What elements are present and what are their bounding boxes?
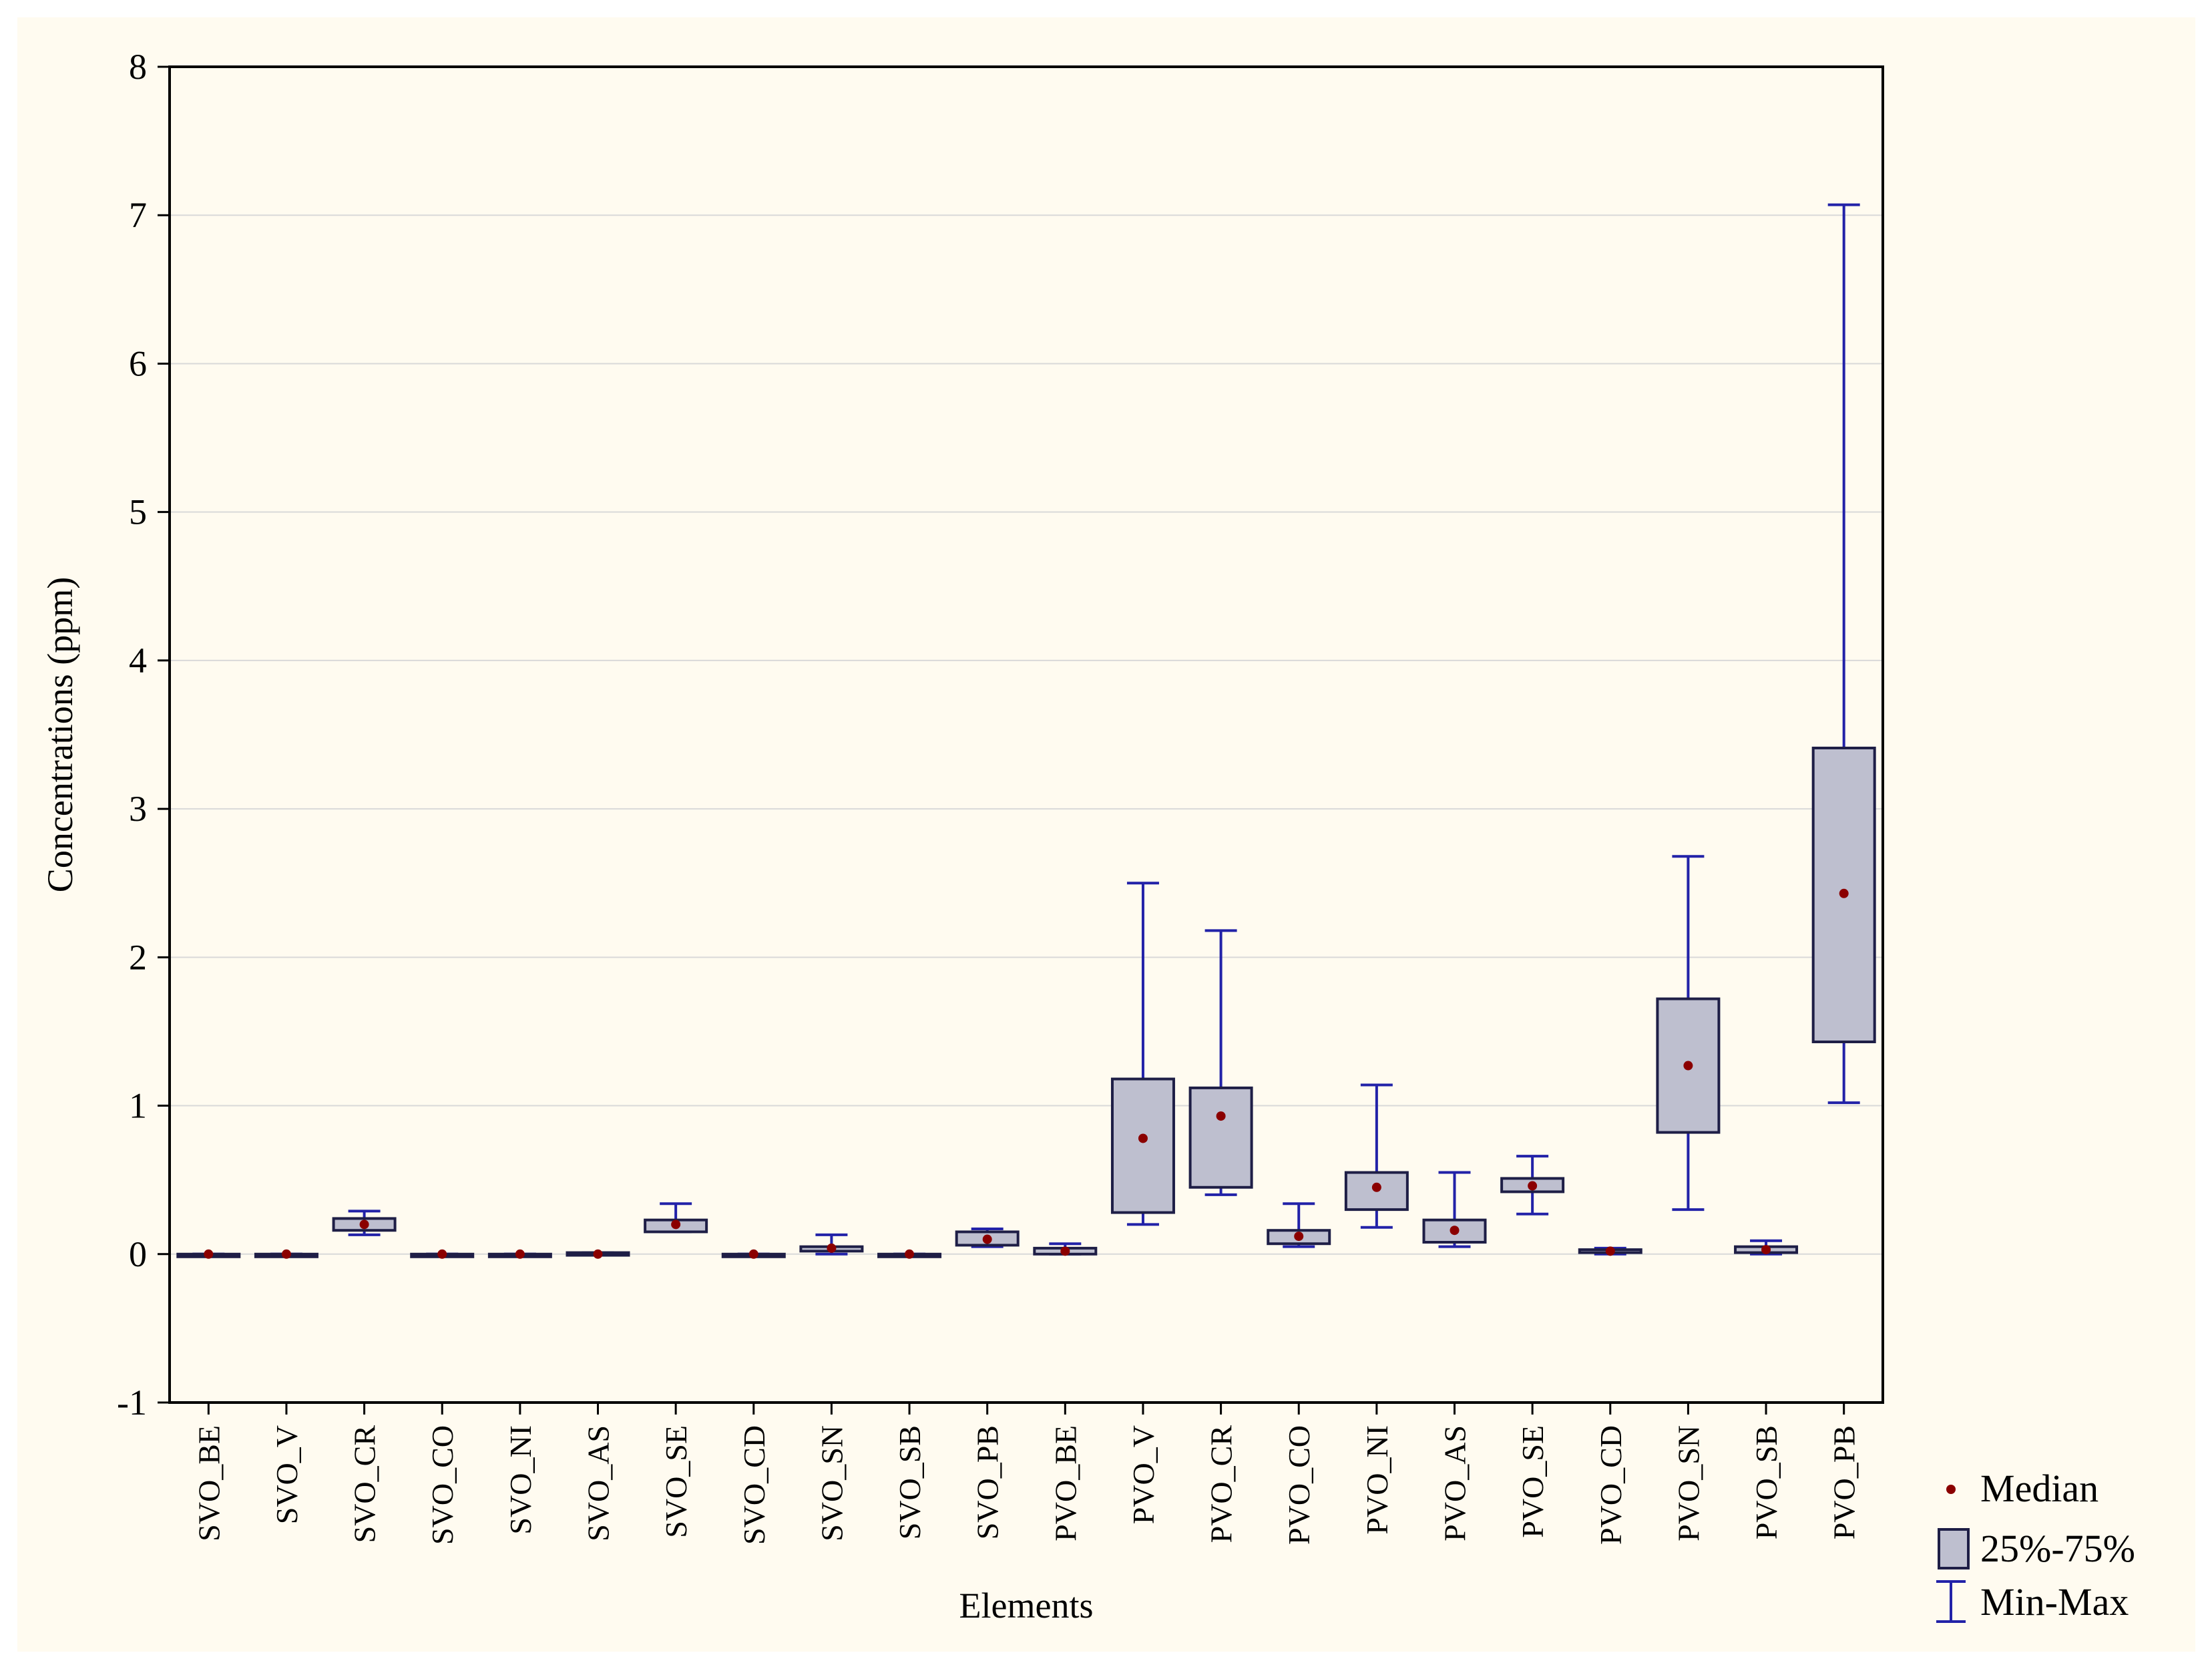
x-category-label: PVO_CO bbox=[1282, 1425, 1316, 1545]
x-category-label: PVO_CR bbox=[1204, 1425, 1239, 1543]
legend-median-marker bbox=[1946, 1485, 1956, 1494]
iqr-box bbox=[1188, 1086, 1253, 1189]
median-point bbox=[437, 1249, 447, 1259]
y-tick-label: 8 bbox=[129, 47, 147, 87]
boxes bbox=[176, 203, 1876, 1259]
box-pvo-co bbox=[1267, 1202, 1331, 1248]
y-tick-label: 2 bbox=[129, 937, 147, 977]
median-point bbox=[1528, 1181, 1538, 1191]
x-category-label: SVO_AS bbox=[582, 1425, 616, 1541]
y-tick-label: 7 bbox=[129, 195, 147, 235]
box-svo-co bbox=[410, 1249, 475, 1259]
median-point bbox=[905, 1249, 915, 1259]
median-point bbox=[204, 1249, 214, 1259]
median-point bbox=[1371, 1182, 1381, 1192]
box-svo-se bbox=[644, 1202, 708, 1234]
x-category-label: PVO_V bbox=[1126, 1425, 1160, 1524]
x-category-label: SVO_CR bbox=[348, 1425, 382, 1543]
y-tick-label: 1 bbox=[129, 1086, 147, 1126]
boxplot-chart: -1 0 1 2 3 4 5 6 7 8 SVO_BE SVO_V SVO_CR SVO_CO SVO_N… bbox=[40, 47, 2135, 1626]
y-tick-label: 6 bbox=[129, 343, 147, 383]
iqr-box bbox=[1110, 1077, 1175, 1214]
median-point bbox=[1839, 888, 1849, 898]
legend: Median 25%-75% Min-Max bbox=[1936, 1467, 2135, 1624]
median-point bbox=[671, 1220, 681, 1230]
median-point bbox=[748, 1249, 758, 1259]
median-point bbox=[593, 1249, 603, 1259]
box-svo-pb bbox=[955, 1228, 1020, 1248]
box-svo-v bbox=[254, 1249, 318, 1259]
box-pvo-se bbox=[1500, 1155, 1565, 1216]
chart-panel: -1 0 1 2 3 4 5 6 7 8 SVO_BE SVO_V SVO_CR SVO_CO SVO_N… bbox=[17, 17, 2195, 1652]
box-svo-cr bbox=[332, 1210, 397, 1236]
median-point bbox=[1138, 1133, 1148, 1143]
y-tick-label: 0 bbox=[129, 1234, 147, 1274]
median-point bbox=[1761, 1245, 1771, 1255]
y-tick-label: 5 bbox=[129, 492, 147, 532]
median-point bbox=[1216, 1111, 1226, 1121]
median-point bbox=[1605, 1246, 1615, 1256]
x-category-label: PVO_BE bbox=[1048, 1425, 1082, 1541]
x-category-label: SVO_NI bbox=[503, 1425, 537, 1535]
median-point bbox=[1683, 1061, 1693, 1071]
box-pvo-ni bbox=[1344, 1083, 1409, 1229]
y-tick-label: -1 bbox=[117, 1382, 147, 1423]
grid-lines bbox=[170, 214, 1883, 1255]
median-point bbox=[359, 1220, 369, 1230]
x-category-label: PVO_PB bbox=[1827, 1425, 1861, 1539]
x-category-label: SVO_PB bbox=[971, 1425, 1005, 1539]
y-axis-title: Concentrations (ppm) bbox=[40, 577, 80, 892]
y-tick-label: 3 bbox=[129, 789, 147, 829]
legend-iqr-label: 25%-75% bbox=[1980, 1527, 2135, 1570]
box-pvo-v bbox=[1110, 882, 1175, 1226]
legend-iqr-swatch bbox=[1938, 1528, 1970, 1569]
plot-frame bbox=[168, 65, 1884, 1404]
x-category-label: PVO_CD bbox=[1594, 1425, 1628, 1545]
x-category-label: PVO_NI bbox=[1360, 1425, 1394, 1535]
box-pvo-as bbox=[1422, 1171, 1487, 1248]
box-pvo-be bbox=[1033, 1242, 1098, 1256]
x-category-label: SVO_SB bbox=[893, 1425, 927, 1539]
median-point bbox=[1450, 1226, 1460, 1236]
legend-range-label: Min-Max bbox=[1980, 1580, 2129, 1624]
y-axis-ticks: -1 0 1 2 3 4 5 6 7 8 bbox=[117, 47, 170, 1423]
median-point bbox=[281, 1249, 291, 1259]
legend-median-label: Median bbox=[1980, 1467, 2098, 1510]
x-category-label: SVO_CO bbox=[425, 1425, 459, 1545]
x-category-label: PVO_AS bbox=[1438, 1425, 1472, 1541]
median-point bbox=[827, 1243, 837, 1253]
median-point bbox=[1294, 1232, 1304, 1242]
median-point bbox=[515, 1249, 525, 1259]
x-axis-title: Elements bbox=[959, 1586, 1094, 1626]
box-svo-sb bbox=[877, 1249, 942, 1259]
box-pvo-pb bbox=[1811, 203, 1876, 1105]
median-point bbox=[982, 1234, 992, 1244]
box-svo-as bbox=[566, 1249, 630, 1259]
box-pvo-sn bbox=[1656, 855, 1721, 1212]
box-svo-sn bbox=[799, 1233, 864, 1256]
x-category-label: PVO_SE bbox=[1516, 1425, 1550, 1538]
median-point bbox=[1060, 1246, 1070, 1256]
iqr-box bbox=[1811, 747, 1876, 1043]
x-axis-labels: SVO_BE SVO_V SVO_CR SVO_CO SVO_NI SVO_AS SVO_S… bbox=[192, 1403, 1861, 1545]
x-category-label: SVO_BE bbox=[192, 1425, 226, 1541]
box-svo-be bbox=[176, 1249, 241, 1259]
box-svo-cd bbox=[721, 1249, 786, 1259]
x-category-label: SVO_SE bbox=[659, 1425, 693, 1538]
x-category-label: SVO_SN bbox=[815, 1425, 849, 1541]
x-category-label: PVO_SN bbox=[1671, 1425, 1705, 1541]
box-pvo-sb bbox=[1734, 1239, 1799, 1256]
x-category-label: SVO_CD bbox=[737, 1425, 771, 1545]
x-category-label: SVO_V bbox=[270, 1425, 304, 1524]
box-pvo-cd bbox=[1578, 1246, 1642, 1256]
box-svo-ni bbox=[487, 1249, 552, 1259]
box-pvo-cr bbox=[1188, 929, 1253, 1196]
x-category-label: PVO_SB bbox=[1749, 1425, 1783, 1539]
y-tick-label: 4 bbox=[129, 640, 147, 681]
